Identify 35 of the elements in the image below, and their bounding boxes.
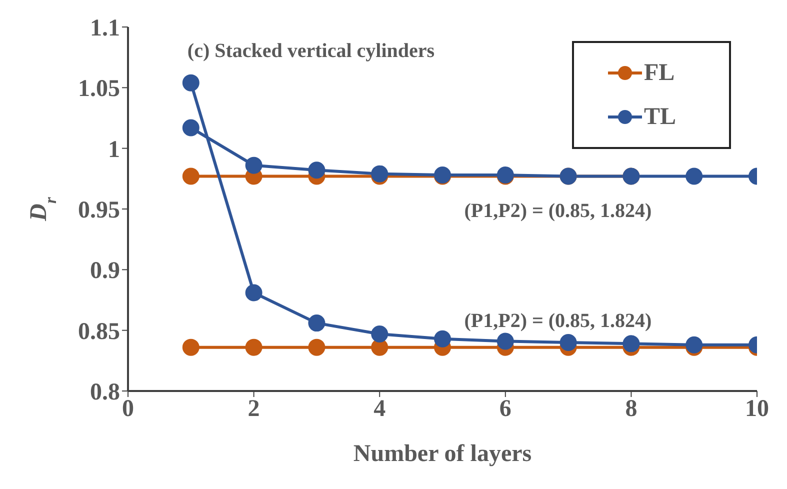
point xyxy=(496,332,514,350)
point xyxy=(182,168,200,185)
legend-label: FL xyxy=(644,60,675,86)
x-tick-label: 6 xyxy=(499,396,512,422)
x-axis-title: Number of layers xyxy=(353,441,532,467)
point xyxy=(182,338,200,356)
x-tick-label: 0 xyxy=(122,396,134,422)
y-tick-label: 1.05 xyxy=(78,76,120,102)
point xyxy=(245,284,262,302)
point xyxy=(308,338,326,356)
x-tick-label: 2 xyxy=(248,396,260,422)
x-tick-label: 10 xyxy=(745,396,769,422)
y-tick-label: 1 xyxy=(108,136,120,163)
point xyxy=(182,74,200,92)
point xyxy=(245,338,262,356)
y-tick-label: 0.8 xyxy=(90,380,120,406)
point xyxy=(622,335,640,352)
point xyxy=(245,156,262,174)
y-tick-label: 0.85 xyxy=(78,318,120,345)
point xyxy=(686,168,703,185)
point xyxy=(308,314,326,332)
annotation: (c) Stacked vertical cylinders xyxy=(186,39,436,64)
annotation: (P1,P2) = (0.85, 1.824) xyxy=(463,310,653,333)
point xyxy=(308,162,326,179)
y-tick-label: 1.1 xyxy=(90,16,120,42)
point xyxy=(560,334,577,351)
annotation: (P1,P2) = (0.85, 1.824) xyxy=(463,200,653,223)
x-tick-label: 4 xyxy=(374,396,386,422)
point xyxy=(434,330,451,348)
point xyxy=(182,119,200,136)
x-tick-label: 8 xyxy=(625,396,638,422)
y-tick-label: 0.95 xyxy=(78,198,120,224)
legend-label: TL xyxy=(644,104,676,130)
point xyxy=(371,325,388,342)
y-tick-label: 0.9 xyxy=(90,258,120,284)
